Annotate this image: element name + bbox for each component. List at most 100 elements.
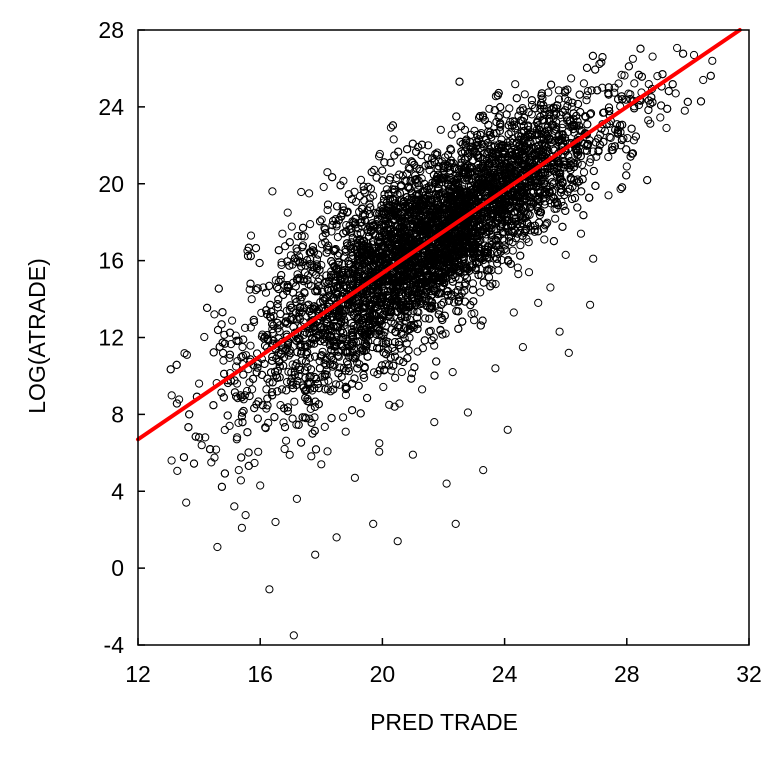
data-point bbox=[526, 226, 535, 235]
data-point bbox=[443, 290, 452, 300]
data-point bbox=[435, 306, 444, 315]
data-point bbox=[605, 132, 614, 142]
data-point bbox=[360, 373, 369, 382]
data-point bbox=[210, 453, 219, 462]
data-point bbox=[689, 50, 699, 60]
data-point bbox=[558, 123, 567, 133]
data-point bbox=[414, 308, 423, 317]
data-point bbox=[300, 413, 309, 422]
data-point bbox=[551, 214, 560, 223]
data-point bbox=[399, 156, 408, 165]
data-point bbox=[579, 211, 588, 220]
data-point bbox=[305, 384, 315, 393]
data-point bbox=[281, 242, 290, 251]
data-point bbox=[258, 330, 267, 339]
data-point bbox=[327, 296, 336, 305]
data-point bbox=[451, 519, 460, 529]
data-point bbox=[514, 270, 523, 279]
data-point bbox=[339, 413, 348, 422]
data-point bbox=[524, 238, 533, 247]
data-point bbox=[286, 349, 295, 358]
data-point bbox=[433, 183, 442, 192]
data-point bbox=[370, 165, 379, 174]
data-point bbox=[326, 387, 335, 396]
data-point bbox=[233, 433, 242, 442]
data-point bbox=[292, 244, 301, 253]
data-point bbox=[476, 288, 485, 297]
data-point bbox=[261, 423, 270, 432]
data-point bbox=[264, 418, 273, 427]
data-point bbox=[289, 631, 298, 640]
data-point bbox=[350, 187, 359, 196]
data-point bbox=[564, 348, 573, 357]
data-point bbox=[320, 422, 329, 431]
data-point bbox=[463, 408, 472, 417]
data-point bbox=[251, 286, 260, 295]
data-point bbox=[586, 300, 595, 309]
data-point bbox=[470, 309, 479, 318]
data-point bbox=[200, 332, 209, 342]
data-point bbox=[430, 341, 439, 350]
data-point bbox=[471, 263, 480, 272]
data-point bbox=[393, 537, 402, 546]
data-point bbox=[474, 113, 484, 122]
data-point bbox=[225, 353, 234, 362]
data-point bbox=[604, 191, 613, 200]
data-point bbox=[407, 374, 416, 383]
data-point bbox=[560, 106, 570, 115]
data-point bbox=[311, 550, 320, 559]
data-point bbox=[295, 252, 304, 261]
data-point bbox=[278, 229, 287, 238]
data-point bbox=[241, 323, 250, 332]
data-point bbox=[268, 187, 277, 196]
data-point bbox=[241, 510, 250, 520]
data-point bbox=[622, 162, 631, 171]
data-point bbox=[244, 461, 253, 470]
data-point bbox=[343, 207, 352, 216]
data-point bbox=[243, 251, 253, 261]
data-point bbox=[648, 52, 657, 61]
data-point bbox=[680, 106, 689, 115]
data-point bbox=[504, 237, 514, 246]
data-point bbox=[210, 310, 219, 319]
data-point bbox=[283, 208, 292, 217]
data-point bbox=[310, 247, 319, 256]
data-point bbox=[628, 54, 638, 63]
data-point bbox=[388, 195, 397, 204]
data-point bbox=[353, 358, 362, 367]
data-point bbox=[699, 75, 708, 85]
data-point bbox=[664, 87, 673, 96]
data-point bbox=[285, 450, 294, 459]
data-point bbox=[167, 391, 176, 400]
data-point bbox=[350, 473, 359, 482]
data-point bbox=[426, 326, 435, 335]
data-point bbox=[344, 367, 353, 376]
data-point bbox=[485, 104, 494, 113]
data-point bbox=[555, 327, 564, 336]
data-point bbox=[237, 523, 246, 532]
data-point bbox=[289, 322, 298, 332]
data-point bbox=[620, 71, 629, 80]
data-point bbox=[579, 79, 589, 88]
data-point bbox=[228, 316, 237, 325]
data-point bbox=[430, 418, 439, 427]
data-point bbox=[279, 418, 288, 427]
data-point bbox=[708, 56, 717, 65]
data-point bbox=[381, 322, 390, 331]
data-point bbox=[323, 447, 332, 456]
data-point bbox=[246, 341, 255, 350]
data-point bbox=[447, 146, 456, 155]
data-point bbox=[438, 330, 447, 339]
data-point bbox=[494, 249, 503, 259]
data-point bbox=[259, 283, 268, 292]
data-point bbox=[479, 466, 488, 475]
data-point bbox=[322, 243, 332, 252]
data-point bbox=[317, 215, 326, 224]
data-point bbox=[385, 400, 394, 409]
data-point bbox=[260, 332, 269, 341]
data-point bbox=[319, 182, 328, 192]
data-point bbox=[567, 74, 576, 83]
data-point bbox=[448, 368, 457, 377]
data-point bbox=[293, 270, 302, 279]
data-point bbox=[305, 189, 314, 198]
